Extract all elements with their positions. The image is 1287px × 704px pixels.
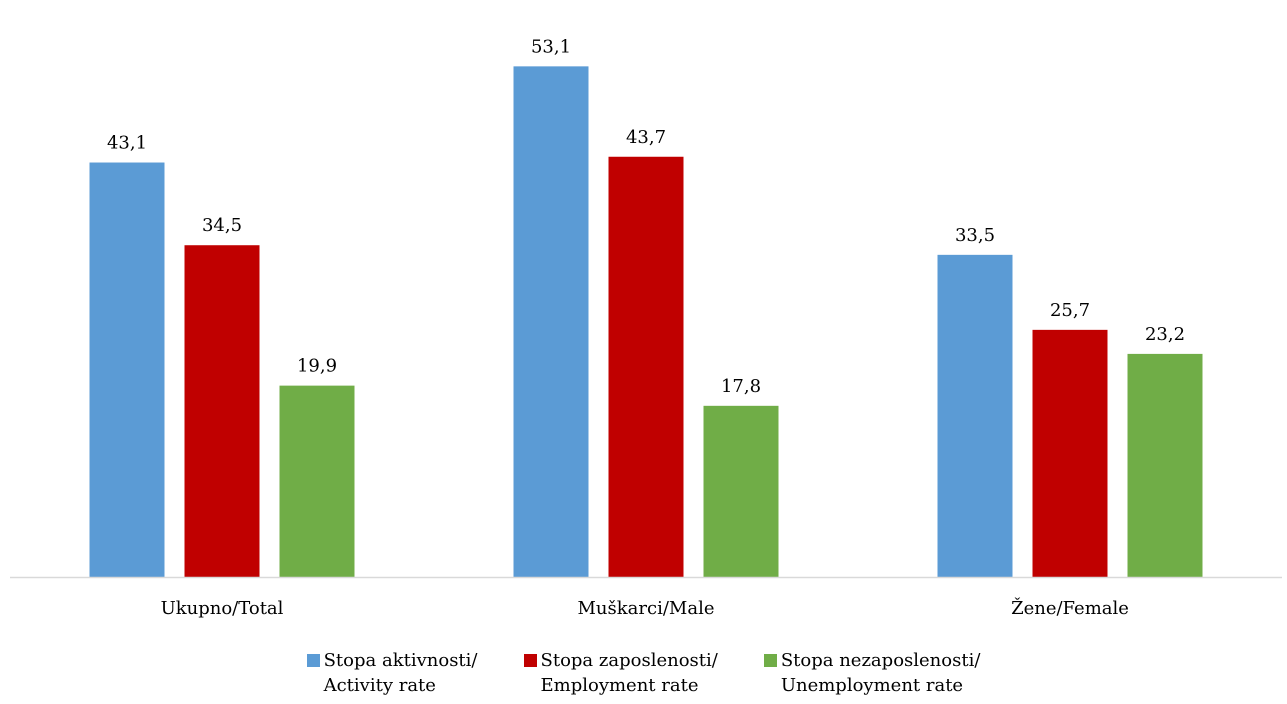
legend-label-line: Employment rate (540, 675, 699, 696)
category-label-muskarci-male: Muškarci/Male (578, 598, 715, 619)
category-label-ukupno-total: Ukupno/Total (161, 598, 284, 619)
data-labels-layer: 43,1 34,5 19,9 53,1 43,7 17,8 33,5 25,7 23,2 (107, 36, 1185, 396)
data-label-ukupno-total-series-0: 43,1 (107, 133, 147, 154)
legend-label-activity-rate: Stopa aktivnosti/ Activity rate (324, 648, 478, 698)
bar-muskarci-male-series-2 (703, 405, 779, 577)
legend-label-line: Activity rate (323, 675, 436, 696)
category-label-zene-female: Žene/Female (1011, 596, 1129, 619)
legend-item-unemployment-rate[interactable]: Stopa nezaposlenosti/ Unemployment rate (763, 648, 981, 698)
category-labels-layer: Ukupno/Total Muškarci/Male Žene/Female (161, 596, 1129, 619)
legend-swatch-activity-rate (306, 654, 320, 667)
data-label-zene-female-series-0: 33,5 (955, 225, 995, 246)
legend-label-line: Unemployment rate (780, 675, 964, 696)
bar-zene-female-series-0 (937, 254, 1013, 577)
legend-item-activity-rate[interactable]: Stopa aktivnosti/ Activity rate (306, 648, 478, 698)
bars-layer (89, 66, 1203, 578)
legend-item-employment-rate[interactable]: Stopa zaposlenosti/ Employment rate (523, 648, 718, 698)
bar-ukupno-total-series-1 (184, 245, 260, 577)
bar-muskarci-male-series-0 (513, 66, 589, 577)
data-label-zene-female-series-1: 25,7 (1050, 300, 1090, 321)
legend-label-employment-rate: Stopa zaposlenosti/ Employment rate (541, 648, 718, 698)
legend-label-unemployment-rate: Stopa nezaposlenosti/ Unemployment rate (781, 648, 981, 698)
legend-label-line: Stopa zaposlenosti/ (540, 650, 718, 671)
legend-label-line: Stopa aktivnosti/ (323, 650, 478, 671)
bar-zene-female-series-1 (1032, 329, 1108, 577)
bar-ukupno-total-series-2 (279, 385, 355, 577)
legend: Stopa aktivnosti/ Activity rate Stopa za… (0, 648, 1287, 698)
legend-swatch-employment-rate (523, 654, 537, 667)
data-label-zene-female-series-2: 23,2 (1145, 324, 1185, 345)
bar-zene-female-series-2 (1127, 353, 1203, 577)
data-label-ukupno-total-series-2: 19,9 (297, 356, 337, 377)
data-label-ukupno-total-series-1: 34,5 (202, 215, 242, 236)
legend-swatch-unemployment-rate (763, 654, 777, 667)
data-label-muskarci-male-series-2: 17,8 (721, 376, 761, 397)
bar-muskarci-male-series-1 (608, 156, 684, 578)
bar-ukupno-total-series-0 (89, 162, 165, 577)
data-label-muskarci-male-series-1: 43,7 (626, 127, 666, 148)
legend-label-line: Stopa nezaposlenosti/ (780, 650, 981, 671)
data-label-muskarci-male-series-0: 53,1 (531, 36, 571, 57)
